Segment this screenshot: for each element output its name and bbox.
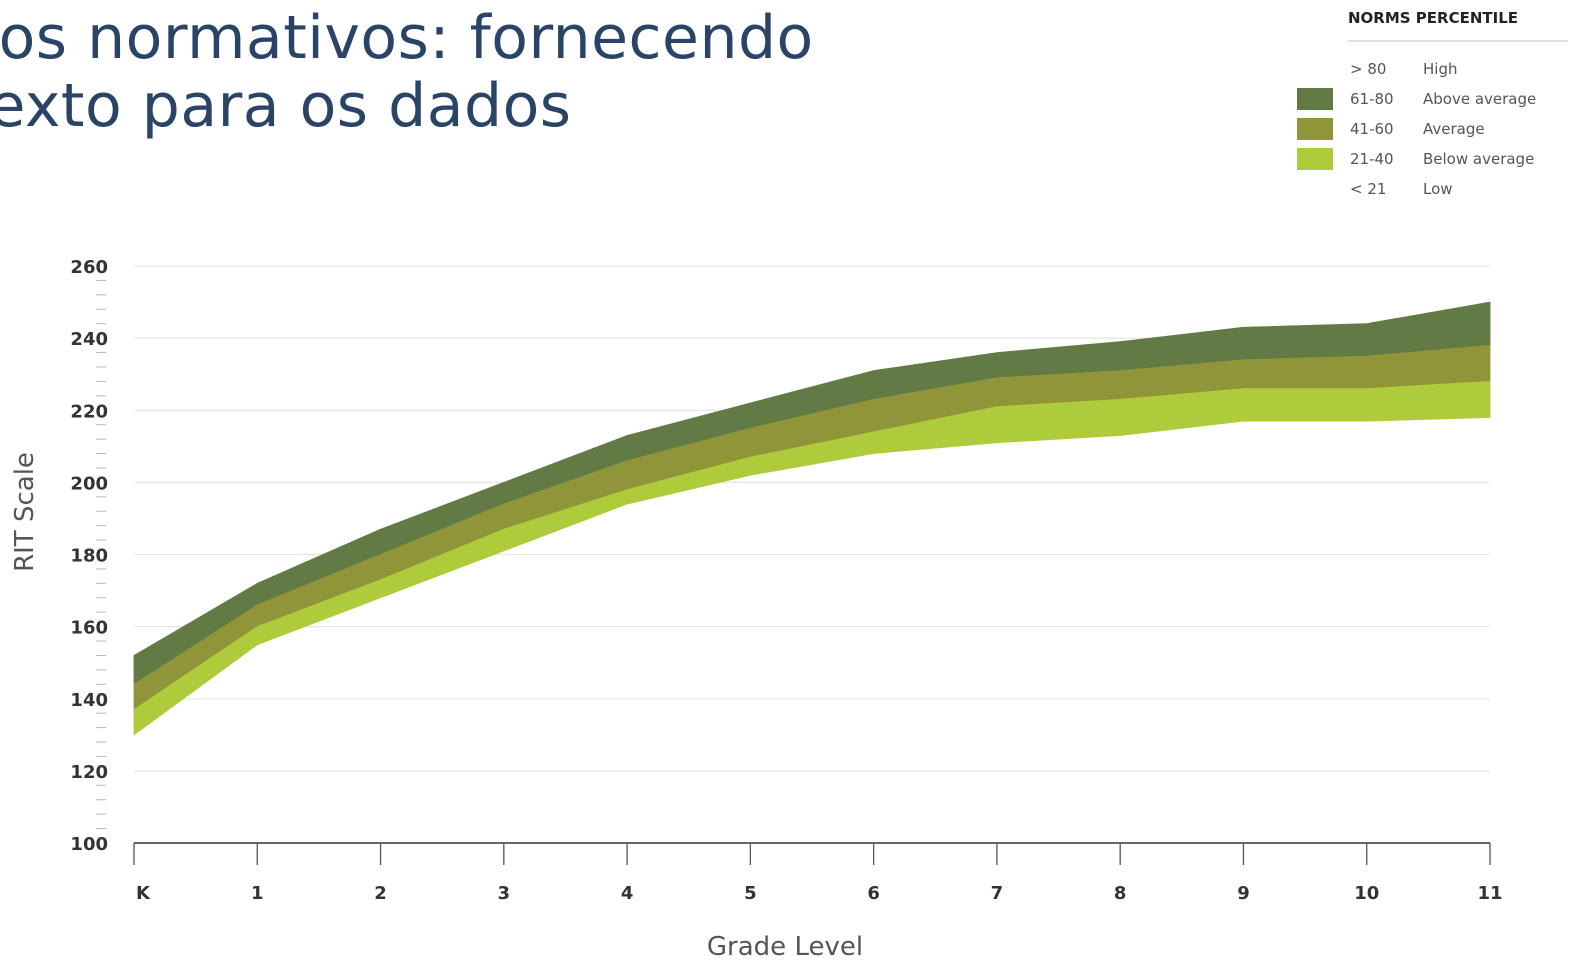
x-tick-label: K: [136, 883, 151, 904]
legend: NORMS PERCENTILE > 80 High 61-80 Above aver…: [1297, 9, 1568, 198]
legend-range: 41-60: [1350, 120, 1394, 138]
page-title-line-2: ntexto para os dados: [0, 71, 572, 141]
legend-title: NORMS PERCENTILE: [1348, 9, 1518, 27]
x-tick-label: 3: [498, 883, 511, 904]
x-tick-label: 2: [374, 883, 387, 904]
percentile-bands: [133, 301, 1491, 736]
x-axis-title: Grade Level: [707, 932, 863, 962]
x-tick-label: 8: [1114, 883, 1127, 904]
y-axis-tick-labels: 100 120 140 160 180 200 220 240 260: [70, 257, 108, 855]
y-tick-label: 160: [70, 618, 108, 639]
y-axis-title: RIT Scale: [10, 452, 40, 572]
legend-swatch: [1297, 118, 1333, 140]
legend-label: Average: [1423, 120, 1485, 138]
page-title: dos normativos: fornecendo ntexto para o…: [0, 4, 814, 140]
y-tick-label: 260: [70, 257, 108, 278]
x-tick-label: 6: [867, 883, 880, 904]
legend-label: Low: [1423, 180, 1453, 198]
y-tick-label: 140: [70, 690, 108, 711]
axes: [133, 842, 1491, 865]
legend-label: High: [1423, 60, 1457, 78]
y-tick-label: 240: [70, 329, 108, 350]
y-tick-label: 200: [70, 473, 108, 494]
x-tick-label: 11: [1477, 883, 1502, 904]
legend-entries: > 80 High 61-80 Above average 41-60 Average 21…: [1297, 60, 1536, 198]
x-axis-tick-labels: K 1 2 3 4 5 6 7 8 9 10 11: [136, 883, 1503, 904]
legend-swatch: [1297, 148, 1333, 170]
legend-range: 21-40: [1350, 150, 1394, 168]
x-tick-label: 10: [1354, 883, 1379, 904]
y-tick-label: 120: [70, 762, 108, 783]
legend-range: 61-80: [1350, 90, 1394, 108]
y-tick-label: 220: [70, 401, 108, 422]
x-tick-label: 5: [744, 883, 757, 904]
legend-label: Above average: [1423, 90, 1536, 108]
band-below-average: [133, 380, 1491, 736]
legend-range: < 21: [1350, 180, 1386, 198]
y-tick-label: 180: [70, 546, 108, 567]
x-tick-label: 1: [251, 883, 264, 904]
x-tick-label: 9: [1237, 883, 1250, 904]
x-tick-label: 4: [621, 883, 634, 904]
legend-swatch: [1297, 88, 1333, 110]
legend-label: Below average: [1423, 150, 1534, 168]
page-title-line-1: dos normativos: fornecendo: [0, 3, 814, 73]
x-tick-label: 7: [991, 883, 1004, 904]
legend-range: > 80: [1350, 60, 1386, 78]
y-axis-minor-ticks: [96, 279, 106, 830]
y-tick-label: 100: [70, 834, 108, 855]
